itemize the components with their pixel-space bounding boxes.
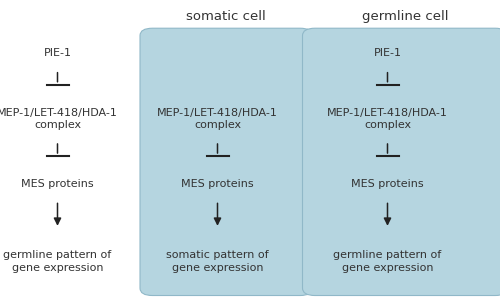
Text: germline pattern of
gene expression: germline pattern of gene expression: [334, 250, 442, 273]
Text: somatic pattern of
gene expression: somatic pattern of gene expression: [166, 250, 269, 273]
Text: PIE-1: PIE-1: [44, 48, 72, 59]
Text: MEP-1/LET-418/HDA-1
complex: MEP-1/LET-418/HDA-1 complex: [0, 108, 118, 130]
Text: somatic cell: somatic cell: [186, 10, 266, 23]
Text: MES proteins: MES proteins: [351, 179, 424, 189]
Text: MES proteins: MES proteins: [21, 179, 94, 189]
Text: MEP-1/LET-418/HDA-1
complex: MEP-1/LET-418/HDA-1 complex: [327, 108, 448, 130]
Text: PIE-1: PIE-1: [374, 48, 402, 59]
FancyBboxPatch shape: [302, 28, 500, 296]
Text: germline pattern of
gene expression: germline pattern of gene expression: [4, 250, 112, 273]
Text: germline cell: germline cell: [362, 10, 448, 23]
FancyBboxPatch shape: [140, 28, 312, 296]
Text: MEP-1/LET-418/HDA-1
complex: MEP-1/LET-418/HDA-1 complex: [157, 108, 278, 130]
Text: MES proteins: MES proteins: [181, 179, 254, 189]
